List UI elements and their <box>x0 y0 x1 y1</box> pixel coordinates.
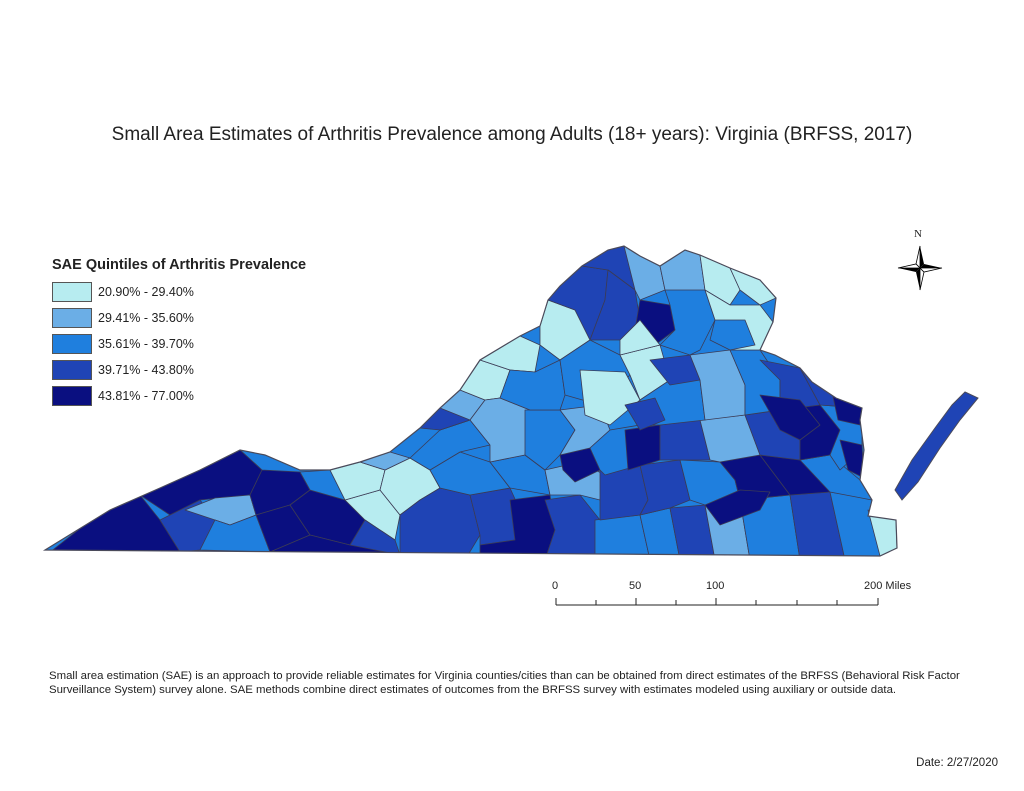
county-region <box>669 504 716 556</box>
county-region <box>704 489 771 526</box>
legend-swatch <box>52 308 92 328</box>
scale-label: 200 Miles <box>864 580 912 592</box>
scale-label: 0 <box>552 580 559 592</box>
north-arrow-icon <box>897 245 943 291</box>
date-stamp: Date: 2/27/2020 <box>916 757 998 769</box>
legend-item: 35.61% - 39.70% <box>52 331 306 357</box>
county-region <box>759 394 821 441</box>
legend-label: 43.81% - 77.00% <box>98 389 194 403</box>
legend-label: 29.41% - 35.60% <box>98 311 194 325</box>
legend-item: 20.90% - 29.40% <box>52 279 306 305</box>
legend-swatch <box>52 282 92 302</box>
legend-swatch <box>52 360 92 380</box>
north-label: N <box>914 228 922 240</box>
legend-item: 43.81% - 77.00% <box>52 383 306 409</box>
legend-title: SAE Quintiles of Arthritis Prevalence <box>52 257 307 273</box>
scale-label: 50 <box>629 580 642 592</box>
legend: SAE Quintiles of Arthritis Prevalence 20… <box>52 257 306 409</box>
legend-label: 20.90% - 29.40% <box>98 285 194 299</box>
county-region <box>499 359 566 411</box>
scale-bar <box>555 598 879 606</box>
county-region <box>579 369 641 426</box>
footnote: Small area estimation (SAE) is an approa… <box>49 670 960 696</box>
legend-label: 35.61% - 39.70% <box>98 337 194 351</box>
county-region <box>624 397 666 431</box>
legend-item: 29.41% - 35.60% <box>52 305 306 331</box>
legend-item: 39.71% - 43.80% <box>52 357 306 383</box>
legend-swatch <box>52 334 92 354</box>
scale-label: 100 <box>706 580 725 592</box>
eastern-shore <box>894 391 979 501</box>
map-title: Small Area Estimates of Arthritis Preval… <box>111 124 913 145</box>
legend-label: 39.71% - 43.80% <box>98 363 194 377</box>
county-region <box>709 319 756 351</box>
legend-swatch <box>52 386 92 406</box>
